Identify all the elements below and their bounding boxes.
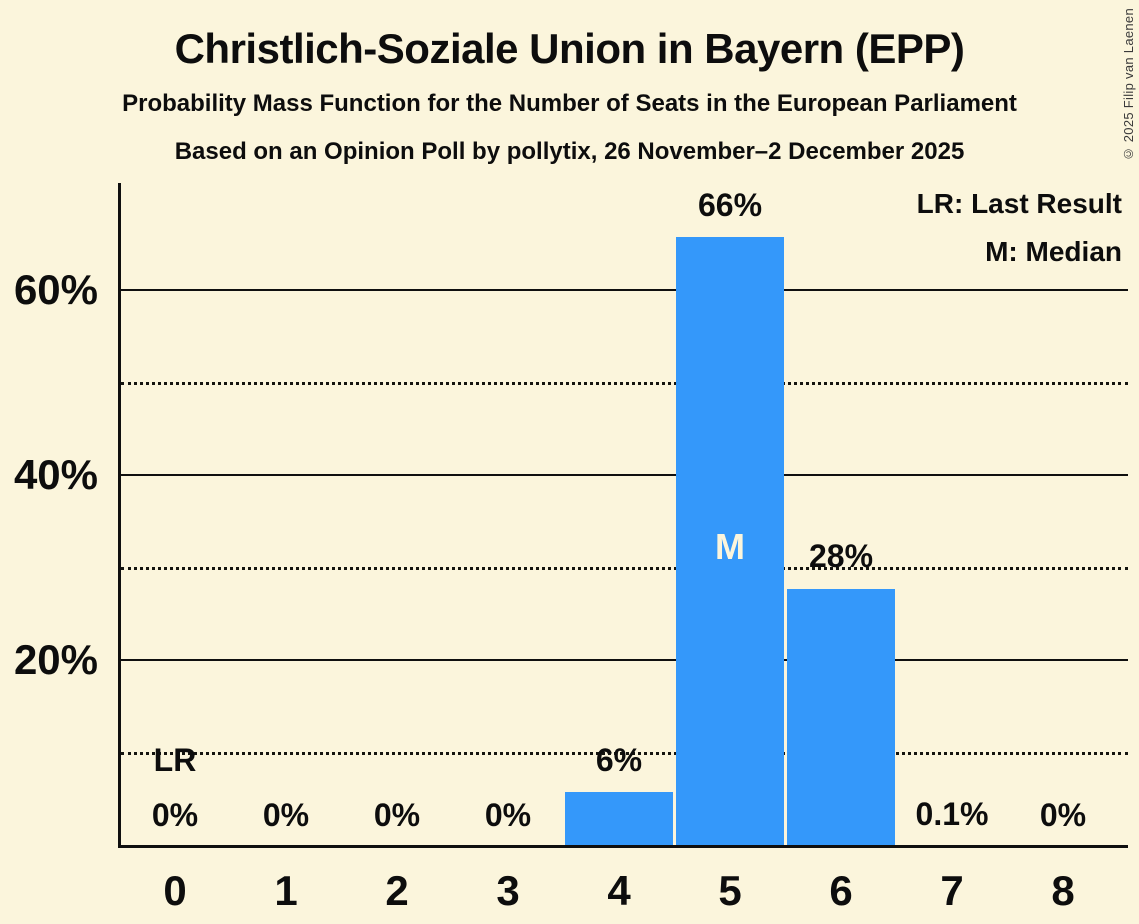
bar-value-label-3: 0% <box>484 797 532 833</box>
legend: LR: Last Result M: Median <box>917 180 1122 276</box>
y-axis-line <box>118 183 121 848</box>
x-tick-label-6: 6 <box>829 867 853 914</box>
bar-value-label-8: 0% <box>1039 797 1087 833</box>
bar-4 <box>565 792 673 848</box>
x-tick-label-5: 5 <box>718 867 742 914</box>
bar-value-label-0: 0% <box>151 797 199 833</box>
x-tick-label-1: 1 <box>274 867 298 914</box>
bar-value-label-1: 0% <box>262 797 310 833</box>
y-tick-label-60: 60% <box>13 266 98 313</box>
x-tick-label-8: 8 <box>1051 867 1075 914</box>
y-gridline-dotted-10 <box>121 751 1128 755</box>
legend-median: M: Median <box>985 236 1122 267</box>
y-gridline-solid-40 <box>121 474 1128 476</box>
bar-5 <box>676 237 784 848</box>
legend-last-result: LR: Last Result <box>916 188 1122 219</box>
y-gridline-dotted-50 <box>121 381 1128 385</box>
chart-title: Christlich-Soziale Union in Bayern (EPP) <box>174 25 965 72</box>
x-tick-label-4: 4 <box>607 867 631 914</box>
median-marker: M <box>715 525 745 567</box>
x-tick-label-2: 2 <box>385 867 409 914</box>
y-gridline-solid-20 <box>121 659 1128 661</box>
bar-value-label-6: 28% <box>808 538 874 574</box>
bar-value-label-2: 0% <box>373 797 421 833</box>
x-tick-label-0: 0 <box>163 867 187 914</box>
y-gridline-solid-60 <box>121 289 1128 291</box>
y-tick-label-20: 20% <box>13 636 98 683</box>
x-axis-line <box>118 845 1128 848</box>
y-tick-label-40: 40% <box>13 451 98 498</box>
y-gridline-dotted-30 <box>121 566 1128 570</box>
bar-value-label-7: 0.1% <box>915 796 989 833</box>
x-tick-label-3: 3 <box>496 867 520 914</box>
bar-value-label-4: 6% <box>595 741 643 778</box>
bar-value-label-5: 66% <box>697 186 763 223</box>
bar-6 <box>787 589 895 848</box>
chart-subtitle: Probability Mass Function for the Number… <box>122 90 1017 117</box>
x-tick-label-7: 7 <box>940 867 964 914</box>
chart-source-line: Based on an Opinion Poll by pollytix, 26… <box>174 138 965 165</box>
last-result-marker: LR <box>153 742 197 778</box>
